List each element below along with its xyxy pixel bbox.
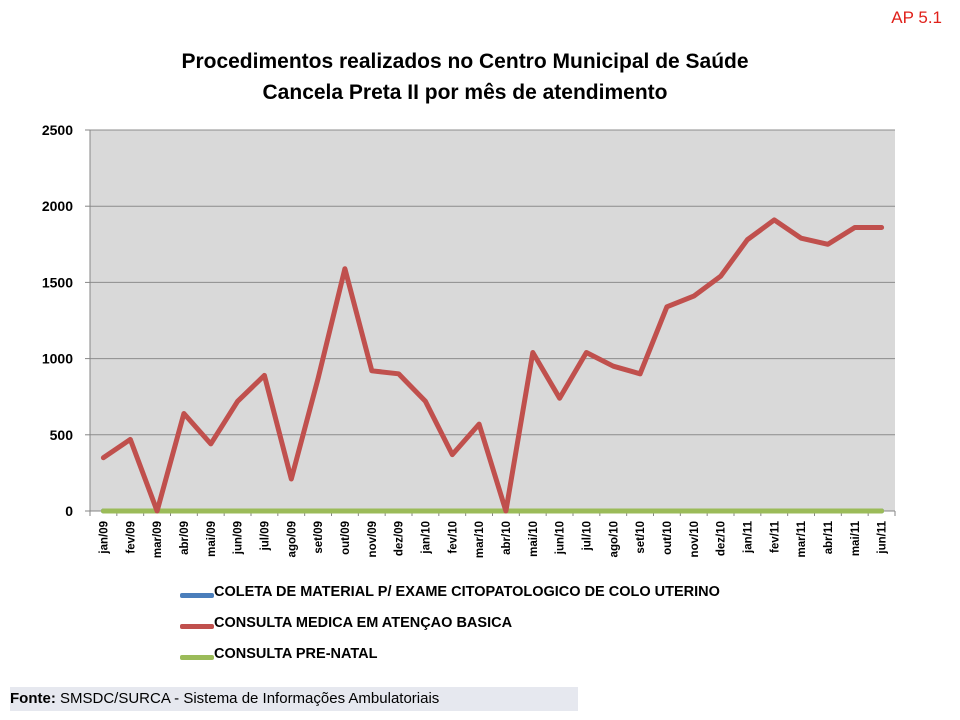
x-tick-label: ago/09 [286,521,298,557]
x-tick-label: fev/10 [447,521,459,554]
x-tick-label: nov/10 [689,521,701,557]
x-tick-label: jun/10 [555,521,567,555]
y-tick-label: 0 [65,503,73,519]
x-tick-label: set/09 [313,521,325,554]
x-tick-label: fev/11 [769,520,781,553]
x-tick-label: jan/10 [420,521,432,555]
plot-area [90,130,895,511]
legend-label-consulta-medica: CONSULTA MEDICA EM ATENÇAO BASICA [214,615,513,631]
y-tick-label: 1000 [42,351,73,367]
legend-label-coleta: COLETA DE MATERIAL P/ EXAME CITOPATOLOGI… [214,584,720,600]
y-tick-label: 2500 [42,122,73,138]
x-tick-label: ago/10 [608,521,620,557]
x-tick-label: jul/09 [259,521,271,551]
x-tick-label: fev/09 [125,521,137,554]
x-tick-label: mai/11 [850,520,862,556]
source-text: SMSDC/SURCA - Sistema de Informações Amb… [55,690,440,707]
x-tick-label: jun/11 [877,520,889,554]
chart-title: Procedimentos realizados no Centro Munic… [0,46,930,108]
x-tick-label: out/09 [340,521,352,555]
source-label: Fonte: [10,690,56,707]
x-tick-label: abr/09 [179,521,191,555]
legend-swatch-coleta [180,593,214,598]
x-tick-label: jun/09 [233,521,245,555]
x-tick-label: mar/10 [474,521,486,558]
legend-swatch-pre-natal [180,655,214,660]
x-tick-label: mai/10 [528,521,540,557]
y-tick-label: 2000 [42,198,73,214]
y-tick-label: 1500 [42,274,73,290]
x-tick-label: mai/09 [206,521,218,557]
x-tick-label: set/10 [635,521,647,554]
y-tick-label: 500 [50,427,74,443]
series-line-consulta-medica [100,217,885,514]
chart-title-line-1: Procedimentos realizados no Centro Munic… [181,50,749,73]
x-tick-label: jan/11 [742,520,754,554]
legend-swatch-consulta-medica [180,624,214,629]
x-tick-label: out/10 [662,521,674,555]
source-footer: Fonte: SMSDC/SURCA - Sistema de Informaç… [10,687,578,711]
area-tag: AP 5.1 [891,8,942,27]
x-tick-label: nov/09 [367,521,379,557]
chart-title-line-2: Cancela Preta II por mês de atendimento [262,81,668,104]
legend-label-pre-natal: CONSULTA PRE-NATAL [214,646,378,662]
x-tick-label: abr/11 [823,520,835,554]
x-tick-label: dez/09 [394,521,406,556]
x-tick-label: mar/11 [796,520,808,557]
x-tick-label: abr/10 [501,521,513,555]
x-tick-label: jan/09 [98,521,110,555]
x-tick-label: jul/10 [581,521,593,551]
x-tick-label: mar/09 [152,521,164,558]
x-tick-label: dez/10 [716,521,728,556]
